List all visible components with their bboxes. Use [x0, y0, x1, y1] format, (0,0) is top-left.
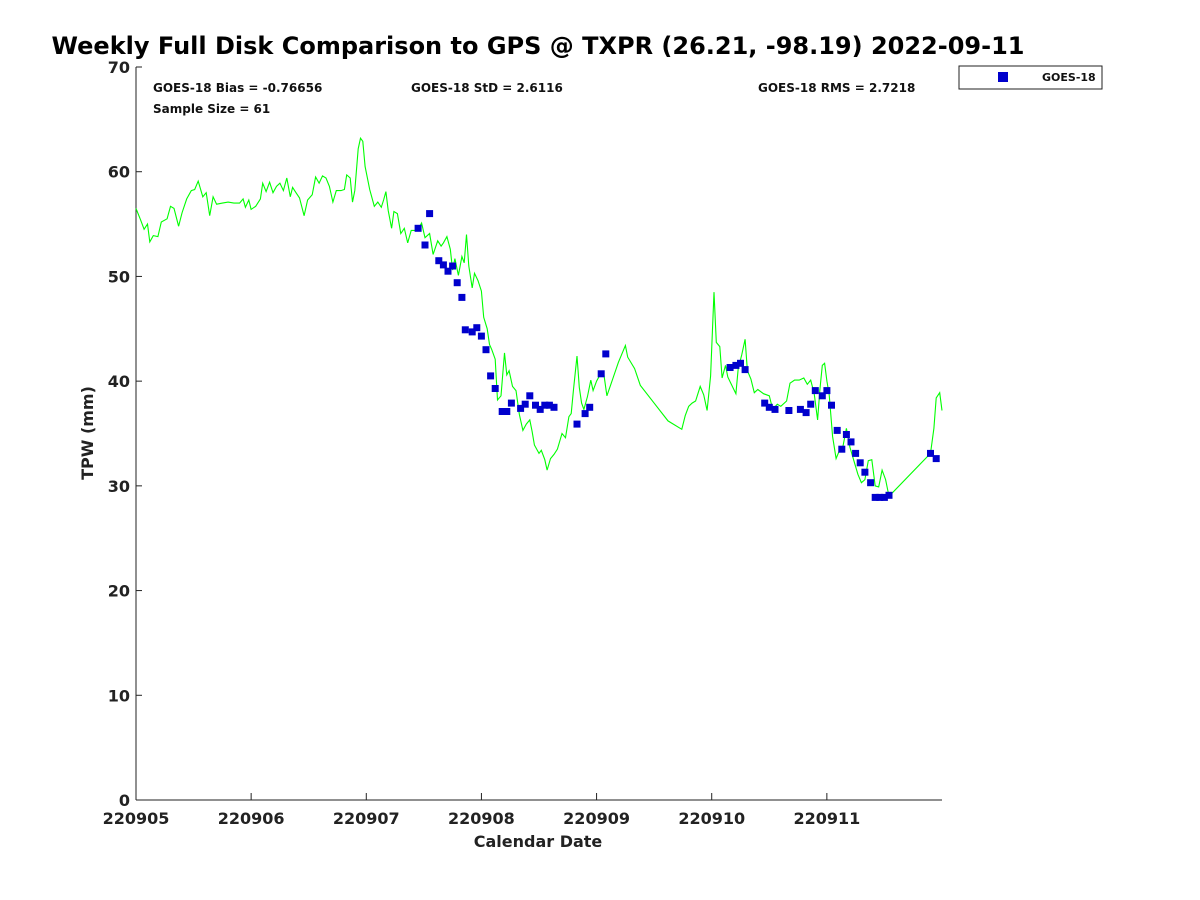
- goes18-point: [532, 401, 539, 409]
- goes18-point: [503, 408, 511, 415]
- goes18-point: [498, 408, 506, 415]
- goes18-point: [765, 403, 773, 411]
- goes18-point: [414, 224, 422, 232]
- legend-marker-swatch: [998, 72, 1008, 82]
- goes18-point: [802, 409, 810, 417]
- y-tick-label: 10: [108, 686, 130, 705]
- goes18-point: [526, 392, 534, 400]
- goes18-point: [550, 403, 558, 411]
- goes18-point: [885, 491, 893, 499]
- goes18-point: [818, 392, 826, 400]
- goes18-point: [867, 479, 875, 487]
- goes18-point: [932, 455, 940, 463]
- goes18-point: [852, 449, 860, 457]
- goes18-point: [771, 405, 779, 413]
- x-tick-label: 220908: [448, 809, 515, 828]
- goes18-point: [468, 328, 476, 336]
- goes18-point: [477, 332, 485, 340]
- goes18-point: [541, 401, 549, 409]
- x-tick-label: 220909: [563, 809, 630, 828]
- goes18-point: [880, 493, 888, 501]
- x-tick-label: 220910: [678, 809, 745, 828]
- goes18-point: [573, 420, 581, 428]
- goes18-point: [435, 257, 443, 265]
- y-tick-label: 20: [108, 582, 130, 601]
- goes18-point: [602, 350, 610, 358]
- goes18-point: [421, 241, 429, 249]
- goes18-point: [461, 326, 469, 334]
- goes18-point: [741, 366, 749, 374]
- legend: GOES-18: [958, 65, 1103, 90]
- goes18-point: [444, 267, 452, 275]
- goes18-point: [785, 407, 793, 414]
- stat-std: GOES-18 StD = 2.6116: [411, 81, 563, 95]
- legend-label-goes18: GOES-18: [1042, 71, 1096, 84]
- goes18-point: [491, 385, 499, 392]
- goes18-point: [597, 370, 605, 378]
- x-tick-label: 220907: [333, 809, 400, 828]
- series-markers-goes18: [414, 210, 940, 501]
- y-tick-label: 30: [108, 477, 130, 496]
- goes18-point: [828, 401, 835, 409]
- x-tick-label: 220905: [103, 809, 170, 828]
- goes18-point: [732, 361, 740, 369]
- goes18-point: [439, 261, 447, 269]
- goes18-point: [545, 401, 553, 409]
- plot-area: [136, 67, 942, 800]
- goes18-point: [521, 400, 529, 408]
- goes18-point: [586, 403, 594, 411]
- goes18-point: [871, 493, 879, 501]
- goes18-point: [796, 405, 804, 413]
- goes18-point: [482, 346, 490, 354]
- goes18-point: [536, 405, 544, 413]
- goes18-point: [507, 399, 515, 407]
- goes18-point: [517, 404, 525, 412]
- chart-title: Weekly Full Disk Comparison to GPS @ TXP…: [52, 32, 1025, 60]
- y-tick-label: 50: [108, 267, 130, 286]
- goes18-point: [737, 359, 744, 367]
- goes18-point: [833, 426, 841, 434]
- goes18-point: [807, 400, 815, 408]
- stat-rms: GOES-18 RMS = 2.7218: [758, 81, 915, 95]
- y-tick-label: 70: [108, 58, 130, 77]
- y-tick-label: 0: [119, 791, 130, 810]
- goes18-point: [838, 445, 846, 453]
- goes18-point: [581, 410, 589, 418]
- y-axis-label: TPW (mm): [78, 386, 97, 480]
- goes18-point: [473, 324, 481, 332]
- goes18-point: [726, 364, 734, 371]
- goes18-point: [847, 438, 855, 446]
- goes18-point: [842, 431, 850, 438]
- goes18-point: [823, 387, 831, 395]
- x-tick-label: 220906: [218, 809, 285, 828]
- goes18-point: [811, 387, 819, 395]
- goes18-point: [861, 468, 869, 476]
- goes18-point: [487, 372, 495, 380]
- axes-group: [135, 67, 942, 801]
- legend-box: [958, 65, 1103, 90]
- series-line-gps: [135, 136, 943, 498]
- tick-group: 0 10 20 30 40 50 60 70 220905 220906 220907 220908 2…: [103, 58, 861, 828]
- goes18-point: [927, 449, 934, 457]
- goes18-point: [761, 399, 769, 407]
- goes18-point: [426, 210, 434, 218]
- goes18-point: [458, 293, 466, 301]
- x-tick-label: 220911: [793, 809, 860, 828]
- goes18-point: [856, 459, 864, 467]
- x-axis-label: Calendar Date: [474, 832, 603, 851]
- goes18-point: [876, 493, 884, 501]
- goes18-point: [453, 279, 461, 287]
- stat-sample-size: Sample Size = 61: [153, 102, 270, 116]
- goes18-point: [449, 262, 457, 270]
- y-tick-label: 60: [108, 163, 130, 182]
- y-tick-label: 40: [108, 372, 130, 391]
- stat-bias: GOES-18 Bias = -0.76656: [153, 81, 322, 95]
